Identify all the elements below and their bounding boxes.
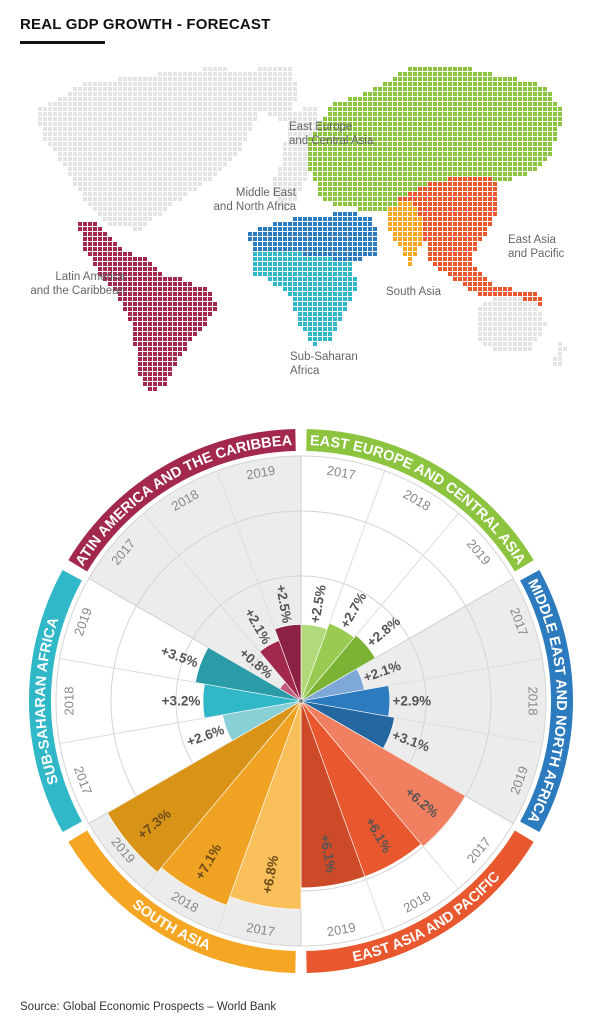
value-label-ssa-2018: +3.2%: [162, 694, 201, 709]
center-dot: [299, 699, 303, 703]
band-mena: [520, 569, 574, 833]
bars: [106, 622, 466, 910]
bar-eca-2019: [300, 634, 376, 702]
bar-eap-2017: [300, 700, 466, 847]
year-label-sa-2017: 2017: [245, 920, 276, 940]
title-underline: [20, 41, 105, 44]
bar-sa-2019: [106, 700, 302, 873]
band-ssa: [28, 569, 82, 833]
year-label-eap-2019: 2019: [326, 920, 357, 940]
map-dots: [38, 67, 567, 391]
value-label-eca-2017: +2.5%: [307, 584, 328, 625]
year-label-mena-2018: 2018: [526, 687, 541, 716]
band-eca: [306, 429, 534, 572]
map-label-eca: East Europe and Central Asia: [289, 121, 374, 147]
source-note: Source: Global Economic Prospects – Worl…: [20, 1001, 277, 1013]
bar-ssa-2019: [195, 647, 302, 702]
gdp-polar-chart: +2.5% +2.7%+2.8%+2.1%+2.9%+3.1%+6.2%+6.1%…: [0, 395, 574, 973]
sector-bg-mena: [301, 578, 547, 824]
world-map: East Europe and Central Asia Middle East an…: [30, 67, 567, 391]
value-label-lac-2019: +2.5%: [273, 584, 294, 625]
sector-bg-lac: [88, 456, 301, 701]
map-label-lac: Latin America and the Caribbean: [30, 271, 125, 297]
year-label-eca-2017: 2017: [326, 463, 357, 483]
band-eap: [306, 830, 534, 973]
map-label-sa: South Asia: [386, 286, 442, 298]
value-label-eap-2019: +6.1%: [317, 833, 338, 874]
map-label-ssa: Sub-Saharan Africa: [290, 351, 358, 377]
sector-bg-ssa: [55, 578, 301, 824]
band-sa: [68, 830, 296, 973]
chart-title: REAL GDP GROWTH - FORECAST: [20, 16, 271, 33]
value-label-sa-2017: +6.8%: [260, 854, 281, 895]
band-lac: [68, 429, 296, 572]
year-label-lac-2019: 2019: [245, 463, 276, 483]
value-label-mena-2018: +2.9%: [392, 694, 431, 709]
bar-lac-2019: [274, 624, 302, 702]
year-label-ssa-2018: 2018: [62, 687, 77, 716]
map-label-eap: East Asia and Pacific: [508, 234, 565, 260]
map-label-mena: Middle East and North Africa: [214, 187, 297, 213]
